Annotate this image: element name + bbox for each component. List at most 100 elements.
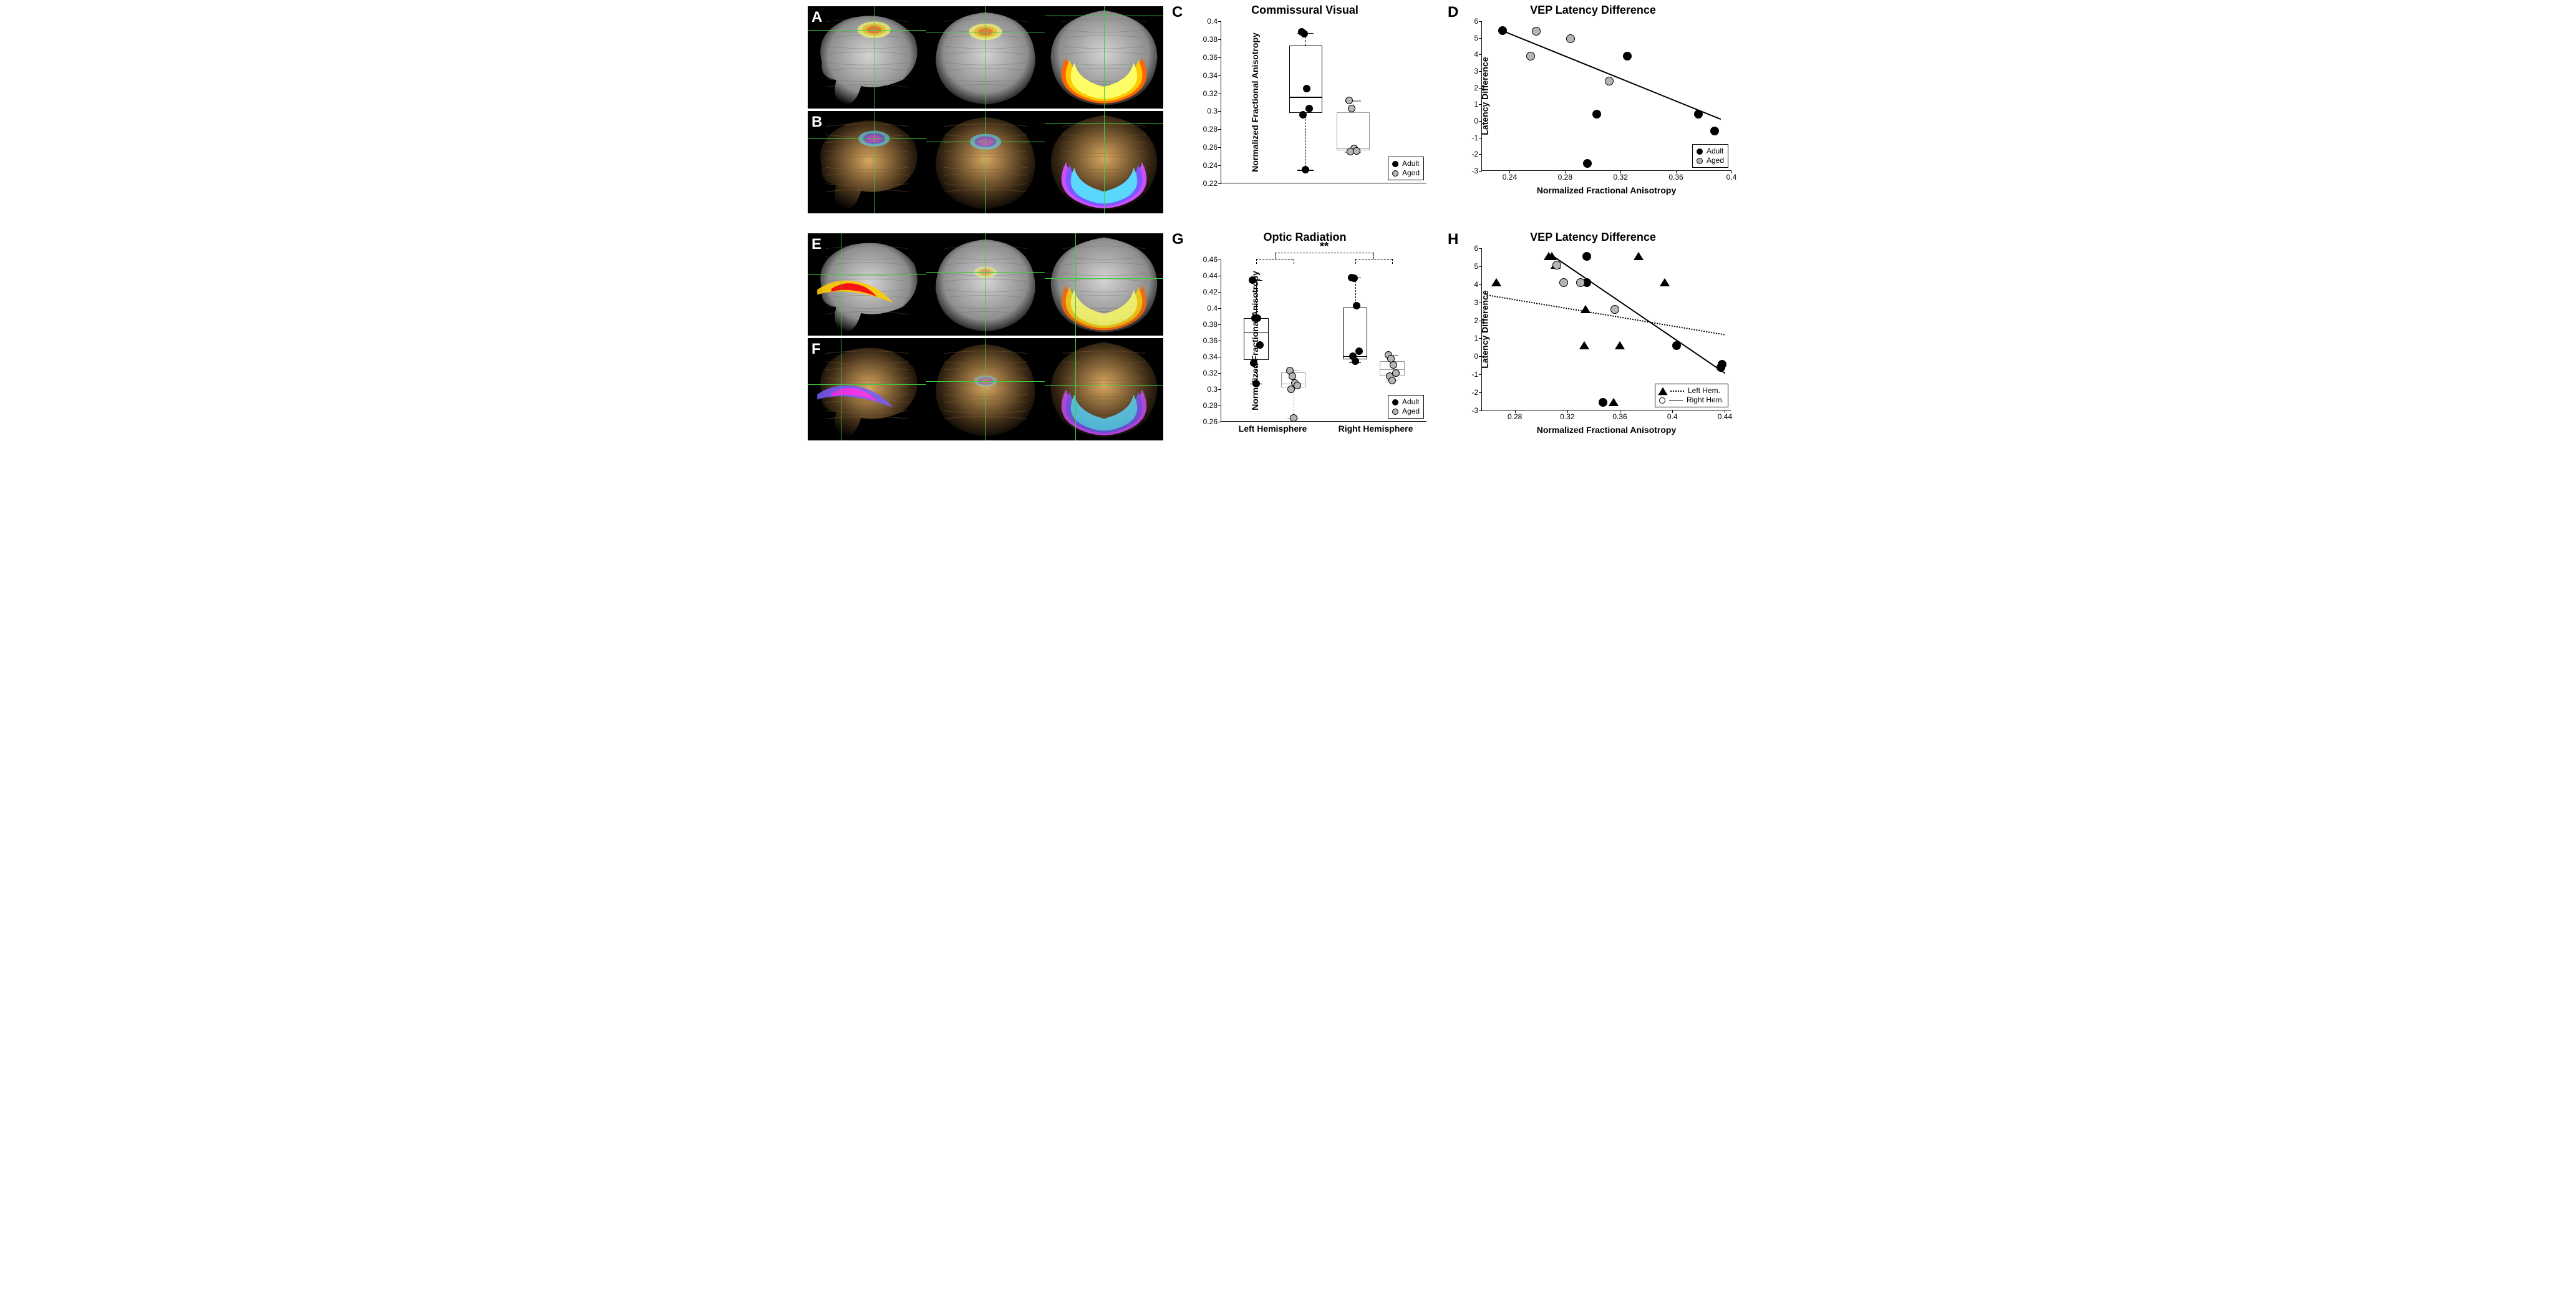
data-point (1347, 148, 1354, 155)
ytick-label: -1 (1471, 133, 1478, 142)
legend-label: Aged (1707, 156, 1724, 165)
panel-e: E (808, 233, 1163, 336)
ytick-label: 0.26 (1203, 417, 1218, 426)
ytick-label: -2 (1471, 150, 1478, 158)
data-point (1566, 34, 1575, 43)
ytick-label: 0.36 (1203, 336, 1218, 345)
data-point (1287, 386, 1295, 393)
legend-item: Adult (1392, 397, 1420, 407)
data-point (1532, 27, 1541, 36)
panel-f: F (808, 338, 1163, 440)
brain-b-axial (1045, 111, 1163, 213)
data-point (1305, 105, 1313, 112)
brain-column-bottom: E F (808, 233, 1163, 440)
xtick-label: 0.32 (1614, 173, 1628, 182)
data-point (1390, 361, 1397, 369)
legend-item: Left Hem. (1659, 386, 1724, 395)
legend-item: Adult (1392, 159, 1420, 168)
legend: AdultAged (1388, 157, 1424, 180)
chart-title: Commissural Visual (1171, 4, 1439, 17)
data-point (1576, 278, 1585, 287)
data-point (1559, 278, 1568, 287)
data-point (1552, 261, 1561, 269)
data-point (1634, 253, 1643, 260)
brain-e-coronal (926, 233, 1045, 336)
significance-marker: ** (1320, 240, 1329, 253)
chart-body: 0.260.280.30.320.340.360.380.40.420.440.… (1221, 260, 1426, 422)
ytick-label: 2 (1474, 316, 1478, 325)
xtick-label: 0.36 (1612, 412, 1627, 421)
regression-line (1487, 294, 1725, 336)
data-point (1250, 359, 1257, 367)
data-point (1599, 398, 1607, 407)
brain-f-axial (1045, 338, 1163, 440)
xtick-label: 0.36 (1668, 173, 1683, 182)
legend-item: Aged (1392, 168, 1420, 178)
xtick-label: 0.4 (1667, 412, 1678, 421)
ytick-label: 0.22 (1203, 179, 1218, 188)
data-point (1388, 377, 1396, 384)
chart-title: Optic Radiation (1171, 231, 1439, 244)
brain-e-sagittal (808, 233, 926, 336)
legend: Left Hem.Right Hem. (1655, 384, 1728, 407)
ytick-label: -3 (1471, 406, 1478, 415)
data-point (1348, 105, 1355, 112)
brain-b-sagittal (808, 111, 926, 213)
ytick-label: -1 (1471, 370, 1478, 379)
legend-item: Adult (1697, 147, 1724, 156)
panel-g: G Optic Radiation 0.260.280.30.320.340.36… (1171, 233, 1439, 452)
data-point (1345, 97, 1353, 104)
ylabel: Latency Difference (1480, 290, 1490, 368)
ytick-label: 0.24 (1203, 161, 1218, 170)
data-point (1609, 399, 1618, 405)
panel-letter-b: B (811, 114, 822, 131)
ytick-label: 0.28 (1203, 401, 1218, 410)
data-point (1718, 360, 1726, 369)
ytick-label: 0.44 (1203, 271, 1218, 280)
xtick-label: 0.4 (1726, 173, 1737, 182)
xtick-label: 0.32 (1560, 412, 1574, 421)
data-point (1252, 380, 1260, 387)
data-point (1302, 166, 1309, 173)
chart-title: VEP Latency Difference (1446, 231, 1740, 244)
legend-label: Aged (1402, 168, 1420, 178)
data-point (1249, 276, 1256, 284)
brain-f-sagittal (808, 338, 926, 440)
data-point (1350, 274, 1358, 282)
ytick-label: 4 (1474, 50, 1478, 59)
data-point (1605, 77, 1614, 85)
panel-letter-a: A (811, 9, 822, 26)
regression-line (1554, 256, 1725, 374)
regression-line (1498, 29, 1720, 120)
x-category-label: Left Hemisphere (1239, 424, 1307, 434)
xlabel: Normalized Fractional Anisotropy (1537, 185, 1677, 195)
ytick-label: 3 (1474, 67, 1478, 75)
brain-a-axial (1045, 6, 1163, 109)
data-point (1355, 347, 1363, 355)
ytick-label: 1 (1474, 334, 1478, 342)
ytick-label: 0.42 (1203, 288, 1218, 296)
data-point (1352, 357, 1359, 365)
data-point (1300, 30, 1308, 37)
ytick-label: 1 (1474, 100, 1478, 109)
xtick-label: 0.44 (1718, 412, 1732, 421)
panel-letter-g: G (1172, 231, 1184, 248)
xtick-label: 0.28 (1558, 173, 1572, 182)
data-point (1526, 52, 1535, 61)
ytick-label: 5 (1474, 34, 1478, 42)
legend-label: Adult (1707, 147, 1723, 156)
data-point (1303, 85, 1310, 92)
data-point (1492, 279, 1501, 286)
legend-item: Aged (1392, 407, 1420, 416)
panel-a: A (808, 6, 1163, 109)
data-point (1610, 305, 1619, 314)
legend-item: Right Hem. (1659, 395, 1724, 405)
xtick-label: 0.28 (1508, 412, 1522, 421)
legend-item: Aged (1697, 156, 1724, 165)
panel-letter-f: F (811, 341, 821, 358)
data-point (1582, 252, 1591, 261)
bottom-row: E F G Optic Radiation 0.260.280.30.320.34… (808, 233, 1768, 452)
panel-letter-h: H (1448, 231, 1458, 248)
ytick-label: 3 (1474, 298, 1478, 307)
panel-d: D VEP Latency Difference-3-2-10123456Lat… (1446, 6, 1740, 213)
